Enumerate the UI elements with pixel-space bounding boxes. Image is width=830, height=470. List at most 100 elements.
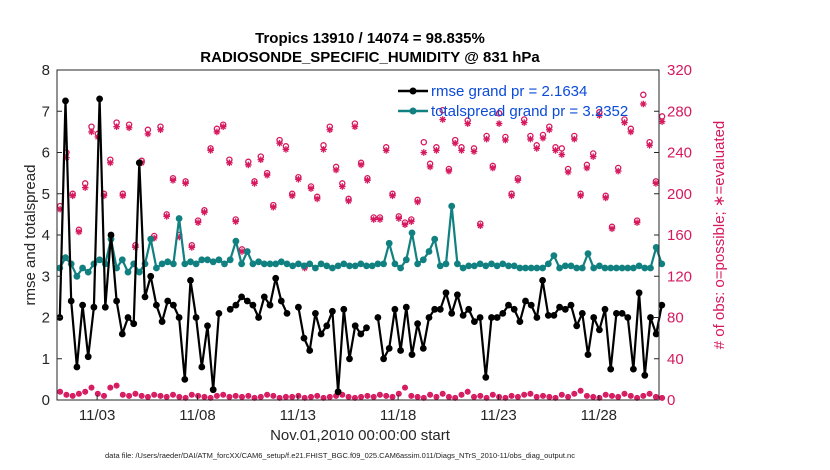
y-right-tick-label: 0 <box>667 392 675 409</box>
obs-evaluated-point <box>658 118 666 125</box>
obs-bottom-evaluated-stroke <box>559 392 565 398</box>
rmse-point <box>317 330 325 338</box>
obs-evaluated-point <box>219 123 227 130</box>
obs-bottom-evaluated-stroke <box>283 394 289 400</box>
rmse-point <box>351 322 359 330</box>
rmse-point <box>476 314 484 321</box>
totalspread-point <box>283 260 291 268</box>
obs-evaluated-point <box>69 192 76 200</box>
obs-bottom-evaluated-stroke <box>57 389 63 395</box>
totalspread-point <box>147 235 155 243</box>
obs-evaluated-stroke <box>270 204 277 210</box>
obs-bottom-evaluated-stroke <box>540 393 546 399</box>
rmse-point <box>584 351 592 358</box>
obs-bottom-evaluated-stroke <box>590 394 596 400</box>
rmse-point <box>573 322 581 330</box>
obs-bottom-evaluated-stroke <box>659 395 665 401</box>
rmse-point <box>181 376 189 383</box>
rmse-point <box>62 97 69 105</box>
rmse-point <box>652 330 660 338</box>
obs-evaluated-stroke <box>145 131 151 137</box>
obs-bottom-evaluated-point <box>577 387 584 394</box>
obs-bottom-evaluated-stroke <box>653 394 659 400</box>
obs-evaluated-point <box>508 192 515 200</box>
obs-evaluated-point <box>571 135 578 143</box>
obs-evaluated-stroke <box>107 160 114 166</box>
rmse-point <box>101 303 109 311</box>
totalspread-point <box>380 260 387 268</box>
obs-evaluated-stroke <box>408 218 415 225</box>
legend-totalspread-marker <box>409 107 417 115</box>
obs-evaluated-point <box>163 213 170 220</box>
obs-evaluated-stroke <box>276 140 283 146</box>
obs-bottom-evaluated-point <box>496 394 502 400</box>
rmse-point <box>130 320 138 328</box>
totalspread-point <box>79 264 86 272</box>
obs-bottom-evaluated-point <box>628 393 634 399</box>
totalspread-point <box>652 244 660 251</box>
rmse-point <box>431 305 439 313</box>
totalspread-point <box>334 262 342 270</box>
obs-bottom-evaluated-point <box>540 393 546 399</box>
obs-evaluated-stroke <box>640 101 647 107</box>
totalspread-point <box>312 264 319 272</box>
rmse-point <box>323 322 331 330</box>
obs-bottom-evaluated-stroke <box>327 394 333 400</box>
obs-evaluated-point <box>533 145 540 152</box>
totalspread-point <box>329 264 336 272</box>
obs-evaluated-stroke <box>364 177 371 184</box>
totalspread-point <box>232 237 240 245</box>
totalspread-point <box>363 262 370 270</box>
rmse-point <box>533 314 541 321</box>
obs-bottom-evaluated-stroke <box>408 393 414 399</box>
rmse-point <box>79 301 86 309</box>
rmse-point <box>84 353 92 361</box>
totalspread-point <box>357 260 365 268</box>
obs-evaluated-point <box>88 128 95 136</box>
obs-evaluated-stroke <box>477 222 484 229</box>
obs-bottom-evaluated-stroke <box>452 395 458 401</box>
obs-evaluated-point <box>207 147 214 154</box>
obs-bottom-evaluated-point <box>471 394 477 400</box>
obs-evaluated-stroke <box>439 116 446 123</box>
obs-evaluated-point <box>282 146 290 153</box>
obs-bottom-evaluated-stroke <box>233 393 239 399</box>
obs-bottom-evaluated-point <box>69 393 76 399</box>
obs-evaluated-point <box>320 146 327 153</box>
obs-evaluated-point <box>351 123 359 130</box>
obs-evaluated-stroke <box>609 226 615 232</box>
obs-evaluated-point <box>640 100 647 108</box>
rmse-point <box>363 324 370 332</box>
obs-evaluated-stroke <box>508 193 515 199</box>
totalspread-point <box>402 256 410 264</box>
totalspread-point <box>425 248 433 255</box>
totalspread-point <box>277 258 285 266</box>
obs-bottom-evaluated-point <box>163 394 170 400</box>
obs-bottom-evaluated-stroke <box>647 391 653 397</box>
y-tick-label: 5 <box>42 186 50 203</box>
obs-evaluated-stroke <box>446 168 452 174</box>
obs-evaluated-stroke <box>552 147 559 154</box>
obs-bottom-evaluated-point <box>138 393 145 399</box>
rmse-point <box>243 297 251 305</box>
obs-evaluated-point <box>439 116 446 123</box>
rmse-point <box>300 334 308 342</box>
obs-bottom-evaluated-stroke <box>390 394 395 400</box>
obs-bottom-evaluated-point <box>270 393 277 399</box>
obs-bottom-evaluated-stroke <box>521 392 527 398</box>
rmse-point <box>522 297 529 305</box>
rmse-point <box>192 314 200 321</box>
obs-evaluated-stroke <box>76 229 82 235</box>
obs-evaluated-point <box>182 180 189 187</box>
obs-evaluated-stroke <box>427 164 433 170</box>
obs-possible-point <box>640 91 647 99</box>
obs-bottom-evaluated-point <box>126 393 132 399</box>
obs-evaluated-stroke <box>113 123 120 130</box>
obs-evaluated-point <box>520 119 528 126</box>
obs-evaluated-stroke <box>433 147 440 154</box>
totalspread-point <box>476 260 484 268</box>
totalspread-point <box>351 262 359 270</box>
obs-bottom-evaluated-stroke <box>189 392 195 398</box>
totalspread-point <box>493 262 501 270</box>
obs-bottom-evaluated-stroke <box>496 394 502 400</box>
